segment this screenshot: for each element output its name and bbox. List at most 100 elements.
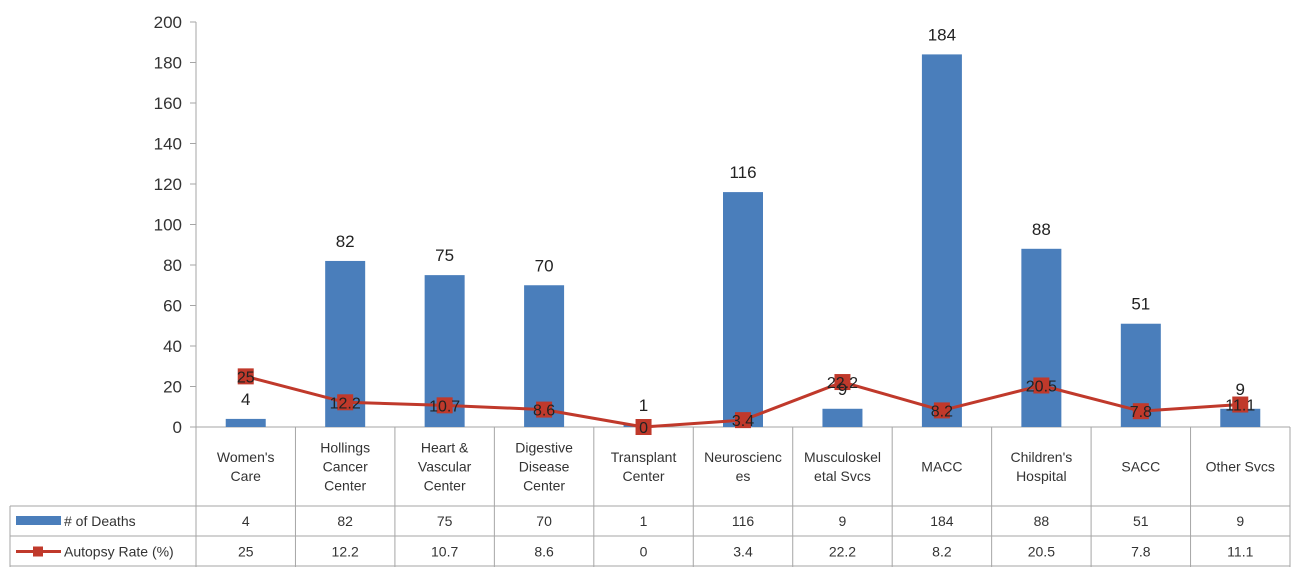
table-cell: 8.2 [932,544,952,560]
category-axis: Women's Care Hollings Cancer Center Heart & Va… [217,440,1275,494]
table-cell: 51 [1133,513,1149,529]
category-label: MACC [921,459,962,475]
line-data-label: 7.8 [1130,404,1152,421]
table-cell: 4 [242,513,250,529]
bar [1021,248,1062,427]
table-cell: 7.8 [1131,544,1151,560]
bar-data-label: 9 [1236,380,1245,399]
line-data-label: 0 [639,420,648,437]
category-label-line: Cancer [323,459,368,475]
y-tick-label: 80 [163,256,182,275]
legend-swatch-bar [16,516,61,525]
table-cell: 1 [640,513,648,529]
line-data-label: 3.4 [732,413,754,430]
bar-data-label: 51 [1131,295,1150,314]
category-label-line: Neuroscienc [704,449,782,465]
line-marker [735,412,751,429]
table-cell: 3.4 [733,544,753,560]
chart-frame [9,22,1291,567]
line-data-label: 8.2 [931,403,953,420]
y-tick-label: 140 [154,135,182,154]
category-label-line: Digestive [515,440,573,456]
category-label: Digestive Disease Center [515,440,573,494]
line-marker [1132,403,1149,420]
bar-data-label: 70 [535,256,554,275]
y-tick-label: 60 [163,297,182,316]
table-cell: 184 [930,513,954,529]
line-data-label: 22.2 [827,375,858,392]
line-marker [635,419,652,435]
y-tick-label: 180 [154,54,182,73]
table-cell: 82 [337,513,353,529]
line-data-label: 8.6 [533,403,555,420]
category-label-line: Center [623,468,665,484]
line-data-label: 25 [237,369,255,386]
bar [822,408,863,427]
line-marker [1033,377,1050,394]
table-cell: 9 [839,513,847,529]
line-data-label: 10.7 [429,398,460,415]
category-label-line: Center [324,478,366,494]
table-cell: 75 [437,513,453,529]
line-marker [337,394,354,411]
line-marker [536,401,553,418]
category-label: SACC [1121,459,1160,475]
line-marker [933,402,950,419]
table-cell: 116 [732,513,755,529]
bar-data-label: 88 [1032,220,1051,239]
y-tick-label: 0 [173,418,182,437]
bar-series [225,54,1261,428]
table-cell: 9 [1236,513,1244,529]
line-marker [436,397,453,414]
table-cell: 10.7 [431,544,458,560]
category-label: Transplant Center [611,449,677,484]
category-label-line: Hollings [320,440,370,456]
category-label-line: Children's [1010,449,1072,465]
data-labels: 4 82 75 70 1 116 9 184 88 51 9 25 12.2 10.7 8.6 0 3.4 22.… [237,25,1256,437]
category-label-line: Center [424,478,466,494]
table-cell: 22.2 [829,544,856,560]
table-cell: 12.2 [332,544,359,560]
y-axis: 0 20 40 60 80 100 120 140 160 180 200 [154,13,196,437]
bar [225,418,266,427]
category-label: Hollings Cancer Center [320,440,370,494]
data-table: # of Deaths Autopsy Rate (%) 4 82 75 70 1 116 9 1… [16,513,1254,560]
category-label-line: Other Svcs [1206,459,1275,475]
bar-data-label: 184 [928,25,956,44]
bar-data-label: 75 [435,246,454,265]
table-cell: 70 [536,513,552,529]
category-label-line: SACC [1121,459,1160,475]
table-cell: 0 [640,544,648,560]
category-label-line: Disease [519,459,570,475]
y-tick-label: 120 [154,175,182,194]
category-label: Other Svcs [1206,459,1275,475]
y-tick-label: 100 [154,216,182,235]
legend-label: # of Deaths [64,513,136,529]
line-series [237,368,1249,435]
table-cell: 8.6 [534,544,554,560]
category-label-line: Musculoskel [804,449,881,465]
category-label-line: Heart & [421,440,469,456]
category-label-line: es [736,468,751,484]
category-label-line: etal Svcs [814,468,871,484]
y-tick-label: 160 [154,94,182,113]
category-label-line: Transplant [611,449,677,465]
legend-swatch-marker [33,546,43,557]
line-marker [1232,396,1249,413]
category-label-line: Vascular [418,459,472,475]
category-label: Women's Care [217,449,275,484]
line-marker [834,374,851,391]
category-label-line: MACC [921,459,962,475]
bar-data-label: 116 [729,163,756,182]
category-label: Heart & Vascular Center [418,440,472,494]
y-tick-label: 20 [163,378,182,397]
bar [921,54,962,428]
line-data-label: 12.2 [330,395,361,412]
bar-data-label: 9 [838,380,847,399]
bar-data-label: 1 [639,396,648,415]
line-marker [237,368,254,385]
bar-data-label: 4 [241,390,250,409]
table-cell: 11.1 [1227,544,1253,560]
category-label: Children's Hospital [1010,449,1072,484]
